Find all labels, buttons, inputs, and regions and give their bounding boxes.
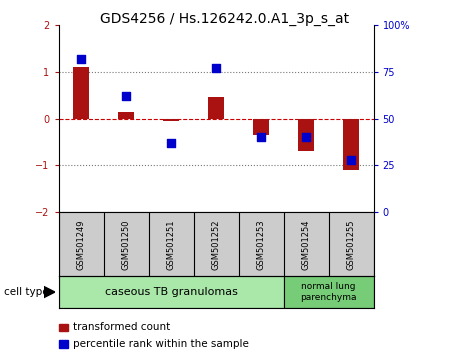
Text: GSM501250: GSM501250 — [122, 219, 130, 269]
Text: GSM501249: GSM501249 — [76, 219, 86, 269]
Point — [257, 135, 265, 140]
Bar — [163, 119, 179, 121]
Bar — [58, 276, 284, 308]
Text: GSM501252: GSM501252 — [212, 219, 220, 269]
Point — [212, 65, 220, 71]
Text: transformed count: transformed count — [73, 322, 170, 332]
Text: percentile rank within the sample: percentile rank within the sample — [73, 339, 249, 349]
Bar — [208, 97, 224, 119]
Bar — [284, 276, 374, 308]
Bar — [118, 112, 134, 119]
Bar — [298, 119, 314, 152]
Text: GSM501254: GSM501254 — [302, 219, 310, 269]
Text: normal lung
parenchyma: normal lung parenchyma — [300, 282, 357, 302]
Text: GDS4256 / Hs.126242.0.A1_3p_s_at: GDS4256 / Hs.126242.0.A1_3p_s_at — [100, 12, 350, 27]
Text: caseous TB granulomas: caseous TB granulomas — [104, 287, 238, 297]
Bar — [253, 119, 269, 135]
Text: GSM501251: GSM501251 — [166, 219, 176, 269]
Point — [167, 140, 175, 146]
Polygon shape — [44, 286, 55, 298]
Point — [77, 56, 85, 61]
Bar — [343, 119, 359, 170]
Text: cell type: cell type — [4, 287, 49, 297]
Point — [347, 157, 355, 163]
Bar — [73, 67, 89, 119]
Text: GSM501255: GSM501255 — [346, 219, 356, 269]
Text: GSM501253: GSM501253 — [256, 219, 266, 270]
Point — [302, 135, 310, 140]
Point — [122, 93, 130, 99]
